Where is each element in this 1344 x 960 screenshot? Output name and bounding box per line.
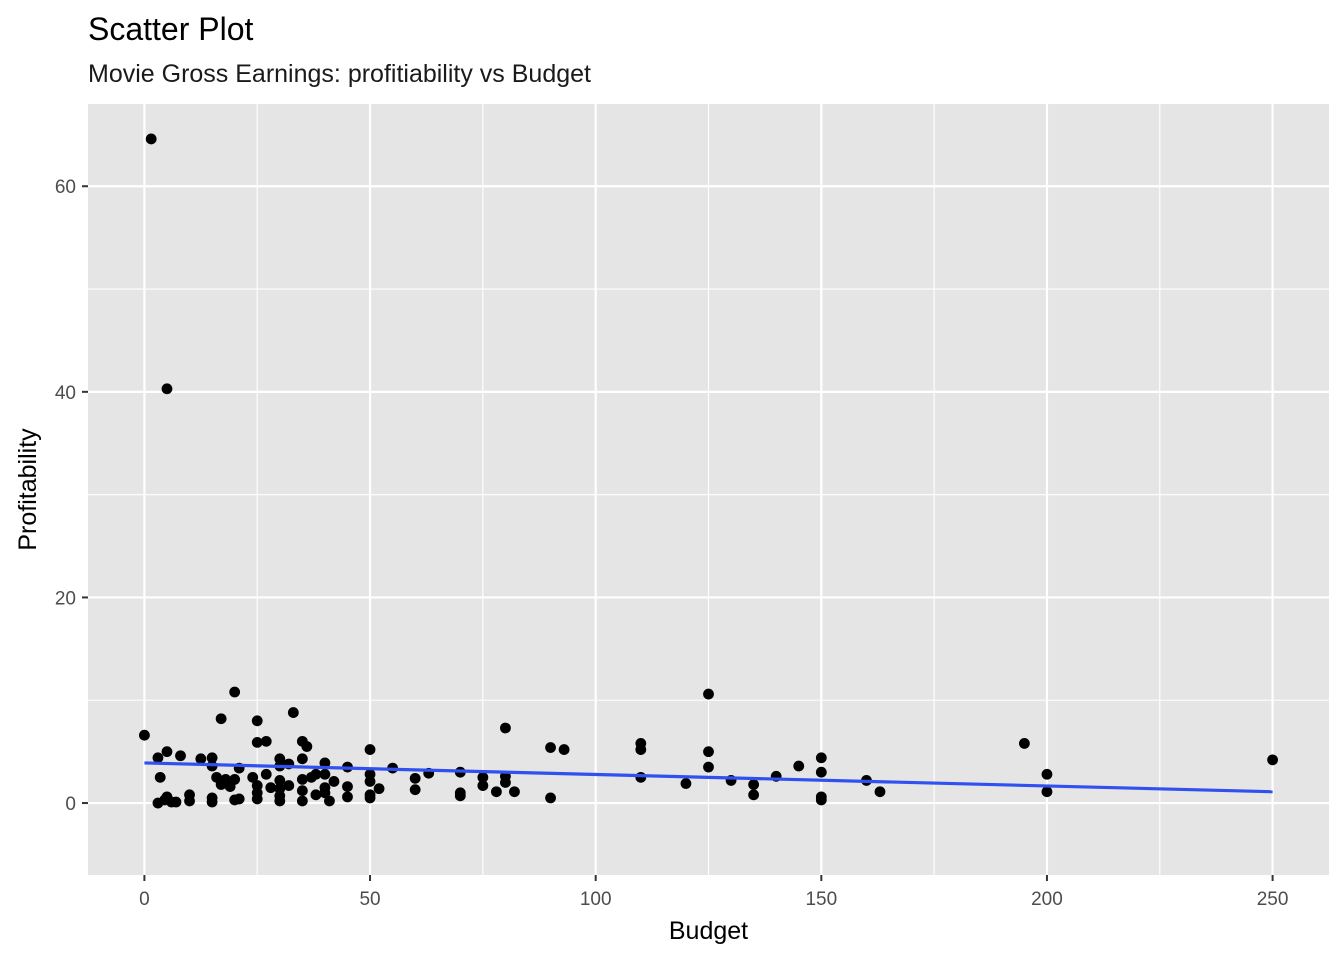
data-point: [319, 757, 331, 769]
data-point: [364, 776, 376, 787]
data-point: [260, 735, 272, 747]
data-point: [145, 133, 157, 145]
data-point: [477, 771, 489, 783]
minor-gridlines: [88, 104, 1329, 875]
data-point: [558, 744, 570, 755]
data-point: [161, 746, 173, 758]
data-point: [195, 753, 207, 765]
data-point: [251, 736, 263, 748]
data-point: [364, 744, 376, 755]
data-point: [328, 776, 340, 787]
x-tick-label: 250: [1257, 889, 1289, 910]
trend-line: [144, 761, 1273, 794]
x-axis-title: Budget: [669, 917, 748, 945]
data-point: [184, 795, 195, 807]
data-point: [409, 772, 421, 784]
chart-title: Scatter Plot: [88, 11, 254, 47]
data-point: [477, 780, 489, 791]
data-point: [748, 779, 760, 790]
data-point: [1267, 754, 1278, 766]
data-point: [251, 715, 263, 727]
data-point: [206, 796, 218, 808]
data-point: [260, 768, 272, 780]
data-point: [703, 746, 714, 758]
x-tick-label: 0: [139, 889, 150, 910]
data-point: [283, 780, 295, 791]
x-tick-label: 200: [1031, 889, 1063, 910]
chart-subtitle: Movie Gross Earnings: profitiability vs …: [88, 60, 591, 88]
data-point: [500, 777, 511, 788]
data-point: [491, 786, 502, 798]
data-point: [296, 795, 308, 807]
data-point: [274, 775, 286, 786]
data-point: [454, 790, 466, 802]
data-point: [229, 686, 241, 698]
data-point: [296, 753, 308, 765]
data-point: [206, 752, 218, 764]
y-tick-label: 0: [65, 794, 76, 815]
data-point: [1041, 768, 1053, 780]
data-point: [301, 741, 313, 752]
data-point: [373, 783, 385, 795]
data-point: [175, 750, 186, 762]
data-point: [310, 768, 322, 780]
data-point: [310, 789, 322, 801]
data-point: [635, 771, 647, 783]
data-point: [793, 760, 805, 772]
tick-labels: 0 50 100 150 200 250 0 20 40 60: [55, 177, 1289, 910]
y-tick-label: 20: [55, 588, 76, 609]
data-point: [161, 383, 173, 395]
data-point: [152, 752, 164, 764]
data-point: [703, 761, 714, 773]
data-point: [680, 778, 692, 789]
y-tick-label: 60: [55, 177, 76, 198]
data-point: [815, 766, 827, 778]
data-point: [139, 729, 150, 741]
x-tick-label: 100: [580, 889, 612, 910]
data-point: [170, 796, 182, 808]
data-point: [247, 771, 259, 783]
data-point: [265, 782, 277, 794]
data-point: [509, 786, 520, 798]
data-point: [1018, 738, 1030, 749]
data-point: [815, 752, 827, 764]
data-point: [364, 792, 376, 804]
data-point: [296, 785, 308, 797]
data-point: [324, 795, 335, 807]
data-point: [274, 795, 286, 807]
data-point: [342, 781, 353, 792]
data-point: [409, 784, 421, 796]
data-point: [296, 773, 308, 785]
data-point: [545, 742, 556, 753]
data-point: [229, 773, 241, 785]
data-point: [545, 792, 556, 804]
data-point: [500, 722, 511, 734]
axis-ticks: [82, 185, 1274, 881]
data-point: [874, 786, 886, 798]
y-axis-title: Profitability: [14, 428, 42, 551]
data-point: [748, 789, 760, 801]
data-points: [139, 133, 1278, 809]
data-point: [287, 707, 299, 718]
data-point: [215, 713, 227, 725]
x-tick-label: 50: [359, 889, 380, 910]
y-tick-label: 40: [55, 383, 76, 404]
data-point: [815, 794, 827, 806]
data-point: [635, 744, 647, 755]
data-point: [251, 793, 263, 805]
data-point: [319, 768, 331, 780]
trend-layer: [144, 761, 1273, 794]
data-point: [233, 793, 245, 805]
data-point: [1041, 786, 1053, 798]
data-point: [703, 688, 714, 700]
data-point: [342, 791, 353, 803]
data-point: [154, 771, 166, 783]
x-tick-label: 150: [805, 889, 837, 910]
data-point: [319, 787, 331, 799]
